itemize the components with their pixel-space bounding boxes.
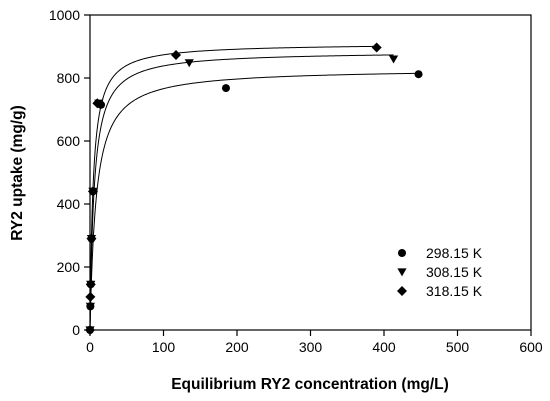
x-tick-label: 0 xyxy=(86,339,94,355)
x-tick-label: 200 xyxy=(225,339,249,355)
x-tick-label: 600 xyxy=(519,339,543,355)
legend-marker xyxy=(397,268,407,277)
x-tick-label: 500 xyxy=(446,339,470,355)
fit-curve xyxy=(89,72,419,331)
legend-label: 298.15 K xyxy=(426,245,483,261)
fit-curves xyxy=(89,45,419,331)
data-points xyxy=(85,42,423,335)
y-tick-label: 800 xyxy=(57,70,81,86)
data-point xyxy=(85,291,96,302)
data-point xyxy=(170,50,181,61)
fit-curve xyxy=(89,54,394,331)
data-point xyxy=(85,325,95,335)
legend-label: 318.15 K xyxy=(426,283,483,299)
fit-curve xyxy=(89,45,377,330)
data-point xyxy=(414,70,423,79)
y-axis-title: RY2 uptake (mg/g) xyxy=(9,105,26,241)
legend-marker xyxy=(397,286,407,296)
data-point xyxy=(92,98,103,109)
x-tick-label: 100 xyxy=(152,339,176,355)
y-tick-label: 200 xyxy=(57,259,81,275)
data-point xyxy=(371,42,382,53)
y-tick-label: 600 xyxy=(57,133,81,149)
data-point xyxy=(86,233,97,244)
axes: 0 100 200 300 400 500 600 0 200 400 600 800 1000 xyxy=(49,7,543,355)
x-axis-title: Equilibrium RY2 concentration (mg/L) xyxy=(171,376,449,393)
data-point xyxy=(85,279,96,290)
legend-marker xyxy=(398,249,406,257)
y-tick-label: 0 xyxy=(72,322,80,338)
legend: 298.15 K 308.15 K 318.15 K xyxy=(397,245,483,299)
y-tick-label: 400 xyxy=(57,196,81,212)
data-point xyxy=(388,55,399,64)
x-tick-label: 400 xyxy=(372,339,396,355)
y-tick-label: 1000 xyxy=(49,7,80,23)
x-tick-label: 300 xyxy=(299,339,323,355)
data-point xyxy=(87,186,98,197)
data-point xyxy=(221,84,230,93)
data-point xyxy=(85,302,95,311)
data-point xyxy=(184,59,194,68)
legend-label: 308.15 K xyxy=(426,264,483,280)
